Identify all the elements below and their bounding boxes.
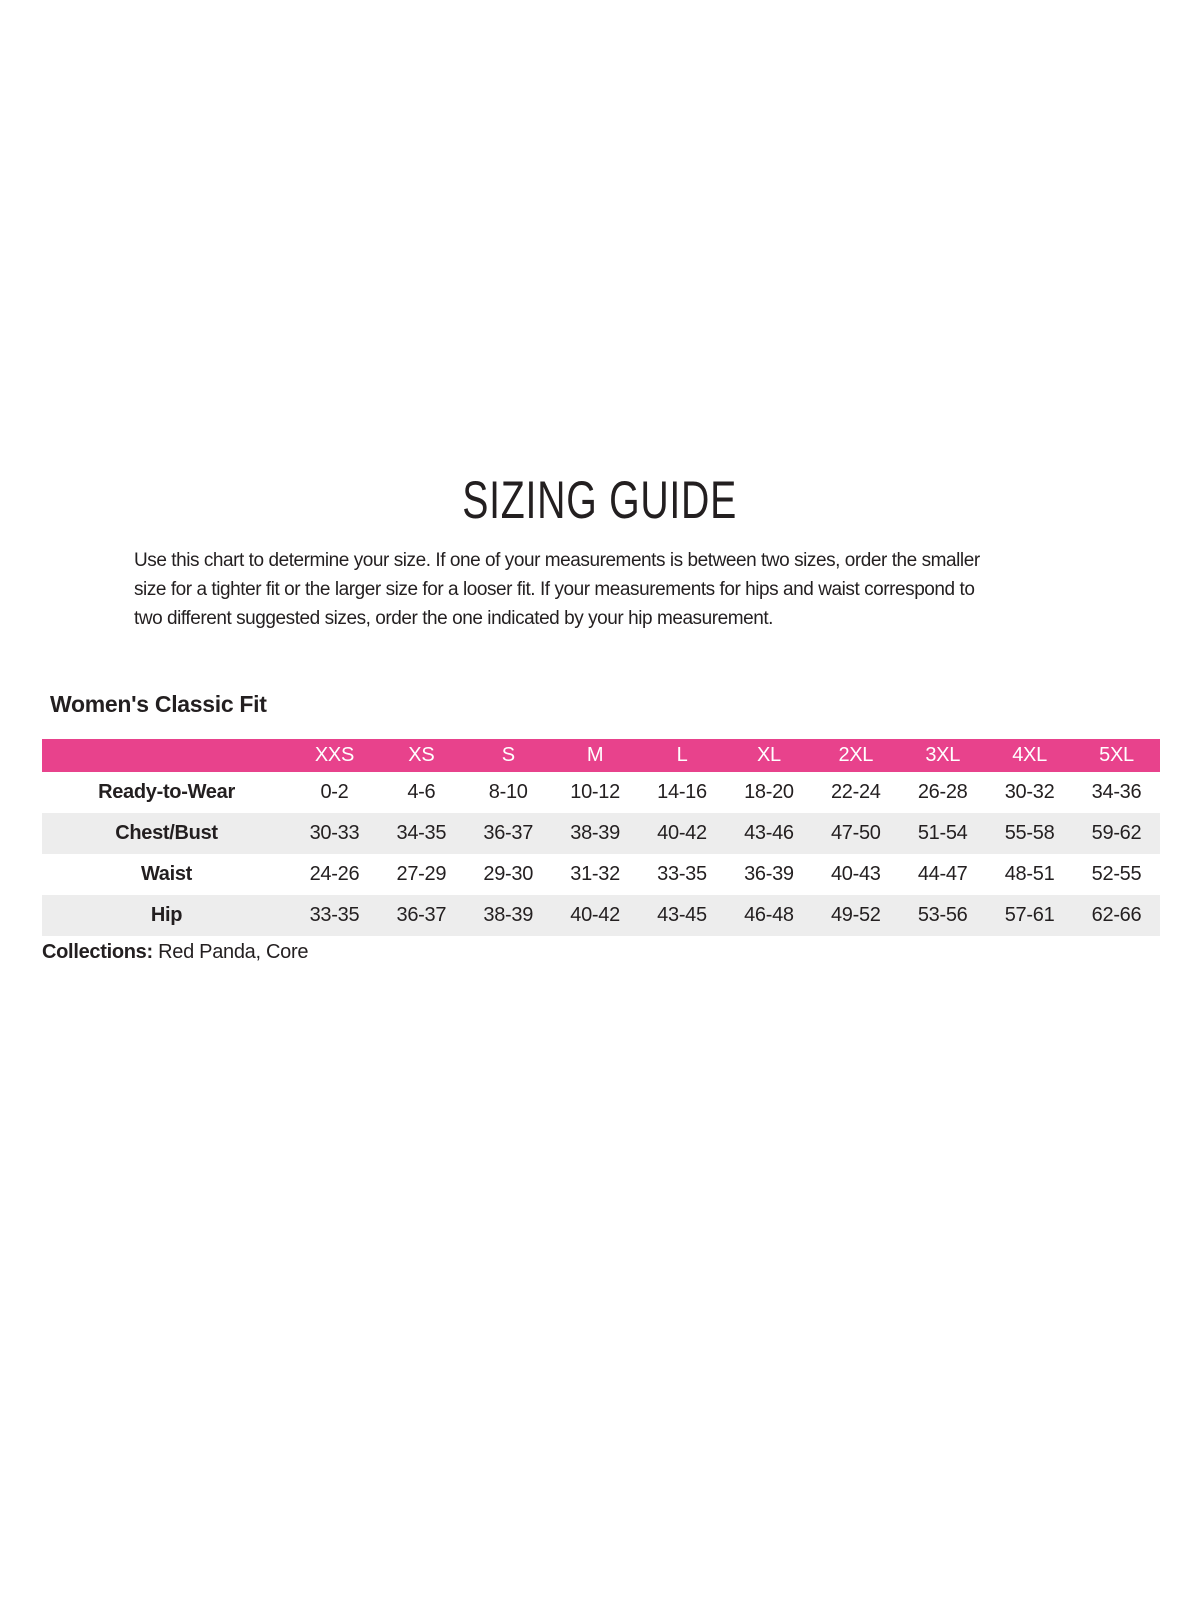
size-cell: 46-48 bbox=[725, 895, 813, 936]
size-cell: 27-29 bbox=[396, 863, 447, 885]
size-cell: 30-33 bbox=[291, 813, 378, 854]
size-cell: 38-39 bbox=[464, 895, 552, 936]
size-cell: 43-45 bbox=[638, 895, 726, 936]
size-cell: 36-37 bbox=[377, 895, 465, 936]
size-cell: 34-35 bbox=[377, 813, 465, 854]
size-column-header: 3XL bbox=[899, 739, 987, 772]
size-cell: 4-6 bbox=[407, 781, 436, 803]
size-column-header: XXS bbox=[291, 739, 378, 772]
size-cell: 57-61 bbox=[986, 895, 1074, 936]
size-cell: 36-37 bbox=[464, 813, 552, 854]
size-row-chest-bust: Chest/Bust 30-33 34-35 36-37 38-39 40-42… bbox=[42, 813, 1160, 854]
collections-line: Collections: Red Panda, Core bbox=[42, 941, 308, 964]
size-cell: 49-52 bbox=[812, 895, 900, 936]
row-label: Hip bbox=[42, 895, 291, 936]
size-cell: 40-42 bbox=[638, 813, 726, 854]
size-column-header: 2XL bbox=[812, 739, 900, 772]
size-cell: 55-58 bbox=[986, 813, 1074, 854]
size-row-ready-to-wear: Ready-to-Wear 0-2 4-6 8-10 10-12 14-16 1… bbox=[42, 772, 1160, 813]
page-title: SIZING GUIDE bbox=[462, 471, 738, 530]
intro-paragraph: Use this chart to determine your size. I… bbox=[134, 546, 1094, 633]
size-cell: 38-39 bbox=[551, 813, 639, 854]
size-cell: 43-46 bbox=[725, 813, 813, 854]
size-cell: 34-36 bbox=[1091, 781, 1142, 803]
collections-value: Red Panda, Core bbox=[158, 941, 309, 963]
size-column-header: S bbox=[464, 739, 552, 772]
size-cell: 0-2 bbox=[320, 781, 349, 803]
size-row-waist: Waist 24-26 27-29 29-30 31-32 33-35 36-3… bbox=[42, 854, 1160, 895]
size-cell: 33-35 bbox=[291, 895, 378, 936]
size-cell: 40-43 bbox=[830, 863, 881, 885]
collections-label: Collections: bbox=[42, 941, 153, 963]
row-label: Ready-to-Wear bbox=[98, 781, 235, 803]
size-cell: 48-51 bbox=[1004, 863, 1055, 885]
intro-line: two different suggested sizes, order the… bbox=[134, 608, 773, 629]
size-cell: 53-56 bbox=[899, 895, 987, 936]
row-label: Waist bbox=[140, 863, 193, 885]
size-column-header: 4XL bbox=[986, 739, 1074, 772]
size-cell: 31-32 bbox=[570, 863, 620, 885]
size-cell: 26-28 bbox=[917, 781, 968, 803]
size-cell: 22-24 bbox=[830, 781, 881, 803]
header-empty-cell bbox=[42, 739, 291, 772]
size-column-header: M bbox=[551, 739, 639, 772]
size-cell: 33-35 bbox=[657, 863, 707, 885]
size-chart-table: XXS XS S M L XL 2XL 3XL 4XL 5XL Ready-to… bbox=[42, 739, 1160, 936]
size-row-hip: Hip 33-35 36-37 38-39 40-42 43-45 46-48 … bbox=[42, 895, 1160, 936]
size-cell: 44-47 bbox=[917, 863, 968, 885]
size-cell: 29-30 bbox=[483, 863, 534, 885]
size-cell: 24-26 bbox=[309, 863, 360, 885]
size-cell: 36-39 bbox=[744, 863, 794, 885]
intro-line: Use this chart to determine your size. I… bbox=[134, 550, 980, 571]
size-cell: 62-66 bbox=[1073, 895, 1160, 936]
size-cell: 8-10 bbox=[488, 781, 528, 803]
size-cell: 30-32 bbox=[1004, 781, 1055, 803]
size-cell: 47-50 bbox=[812, 813, 900, 854]
size-column-header: XS bbox=[377, 739, 465, 772]
size-column-header: L bbox=[638, 739, 726, 772]
size-header-row: XXS XS S M L XL 2XL 3XL 4XL 5XL bbox=[42, 739, 1160, 772]
size-cell: 51-54 bbox=[899, 813, 987, 854]
size-cell: 18-20 bbox=[744, 781, 794, 803]
size-column-header: 5XL bbox=[1073, 739, 1160, 772]
page-title-wrap: SIZING GUIDE bbox=[0, 474, 1200, 527]
size-cell: 52-55 bbox=[1091, 863, 1142, 885]
size-cell: 10-12 bbox=[570, 781, 620, 803]
size-cell: 14-16 bbox=[657, 781, 707, 803]
row-label: Chest/Bust bbox=[42, 813, 291, 854]
size-cell: 40-42 bbox=[551, 895, 639, 936]
size-cell: 59-62 bbox=[1073, 813, 1160, 854]
section-title-womens-classic-fit: Women's Classic Fit bbox=[50, 691, 267, 717]
size-column-header: XL bbox=[725, 739, 813, 772]
intro-line: size for a tighter fit or the larger siz… bbox=[134, 579, 975, 600]
